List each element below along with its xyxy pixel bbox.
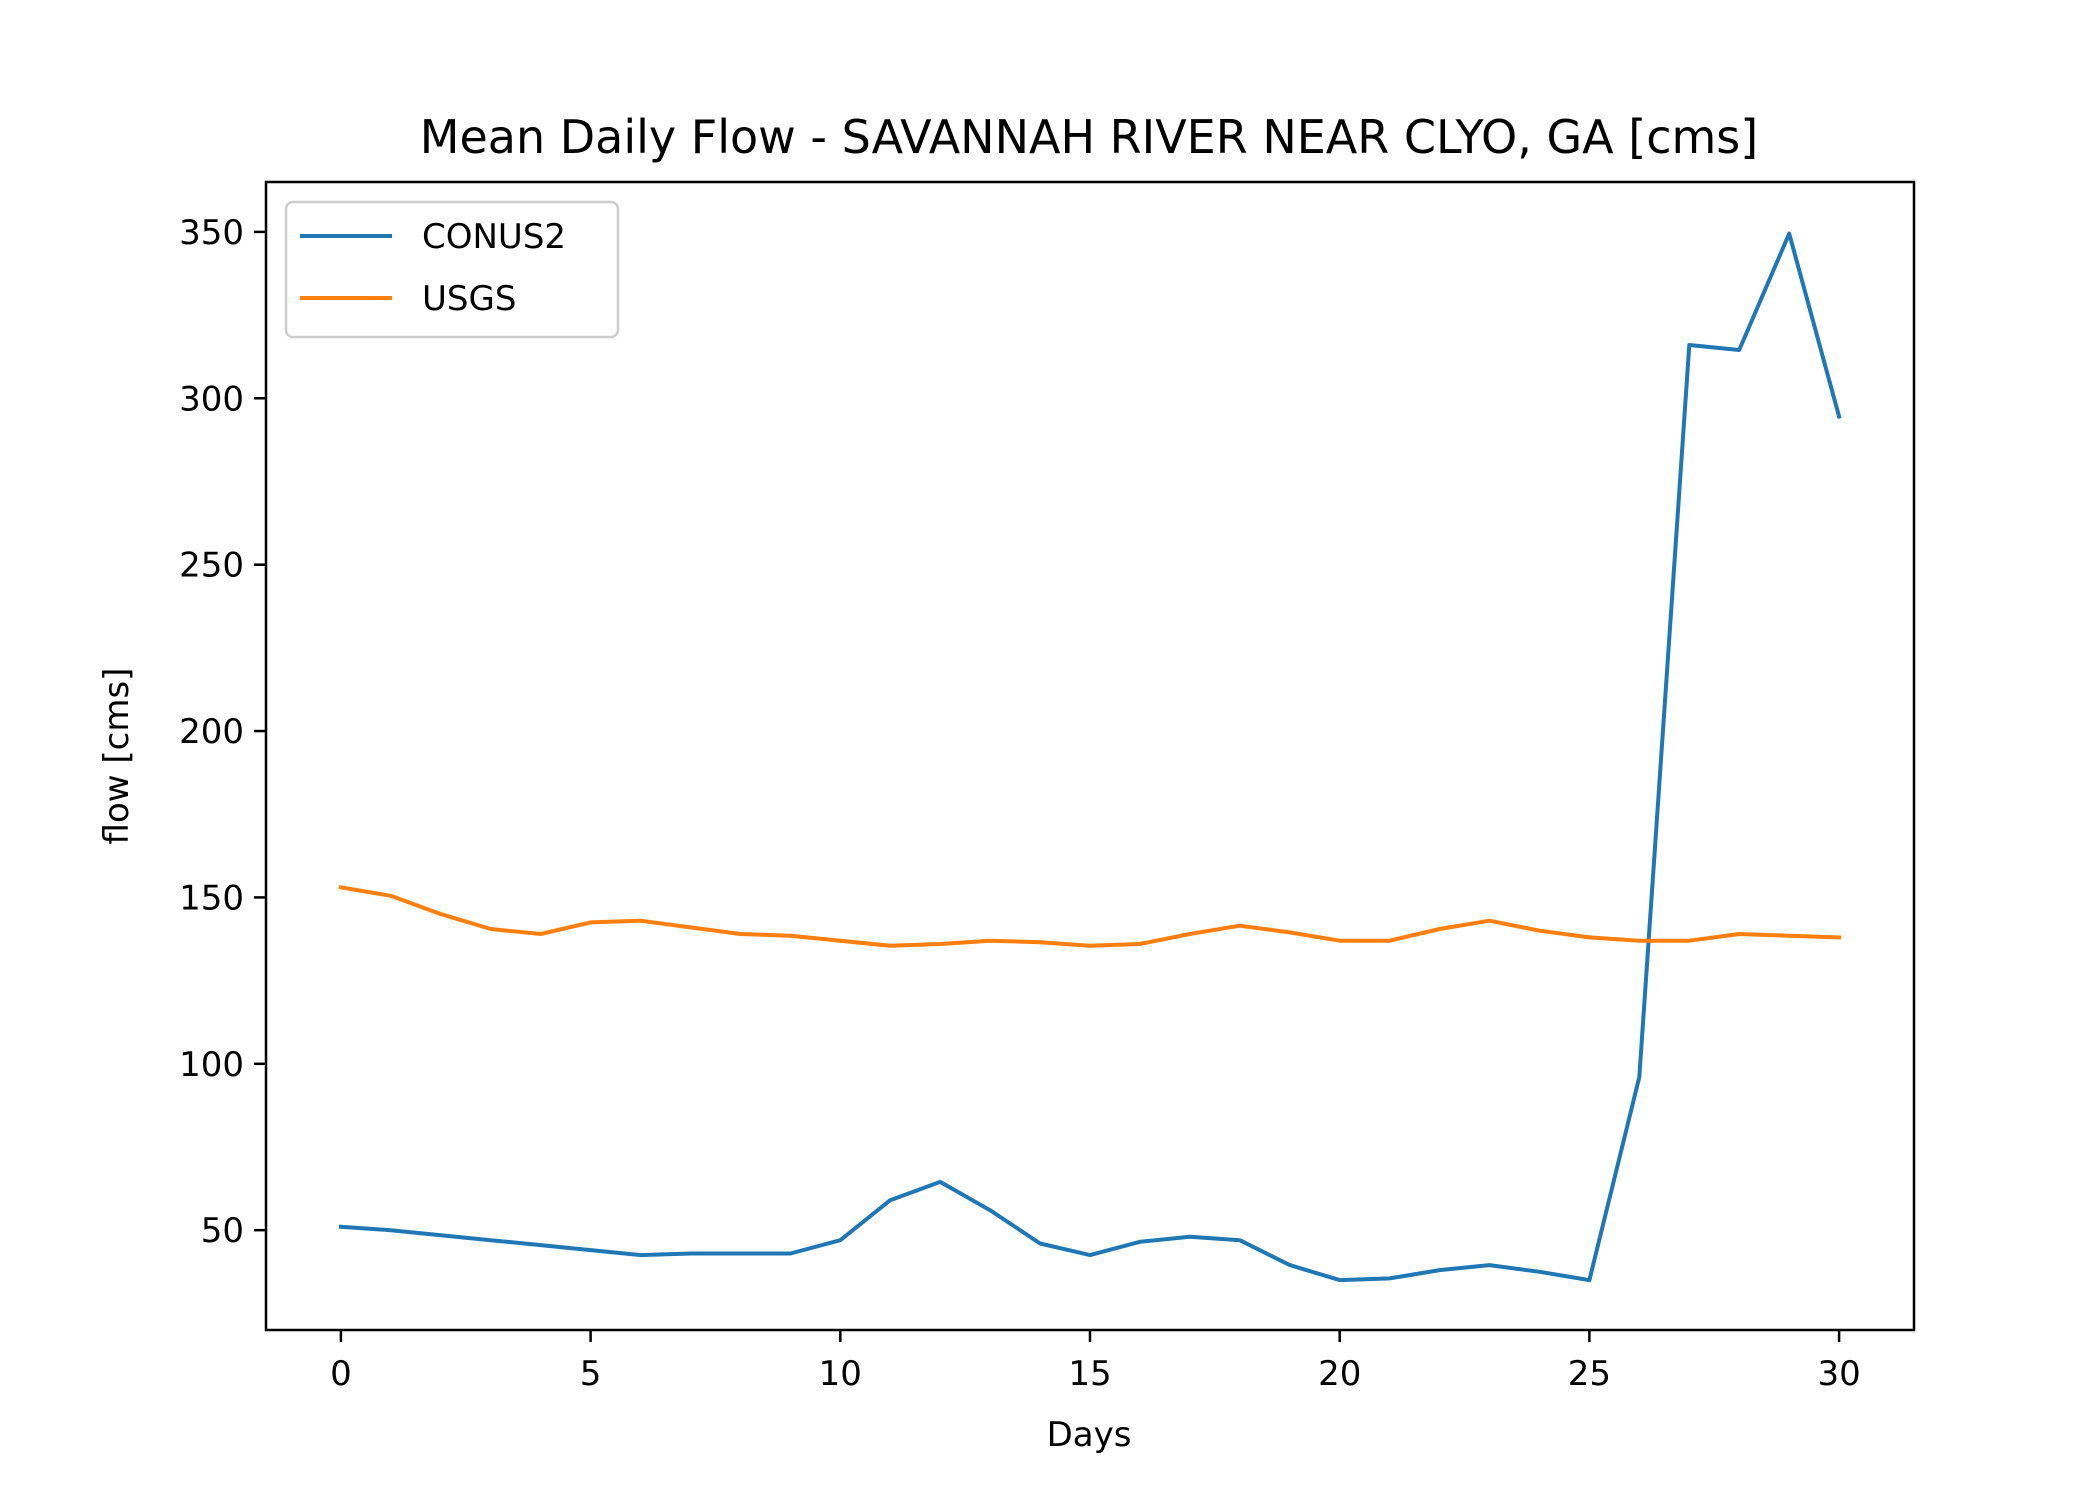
legend-label-usgs: USGS [422, 279, 516, 319]
y-tick-label: 250 [179, 546, 244, 586]
x-tick-label: 5 [580, 1354, 602, 1394]
x-tick-label: 25 [1568, 1354, 1611, 1394]
x-tick-label: 15 [1068, 1354, 1111, 1394]
legend-label-conus2: CONUS2 [422, 217, 566, 257]
y-axis-label: flow [cms] [97, 668, 137, 845]
y-tick-label: 200 [179, 712, 244, 752]
y-tick-label: 150 [179, 878, 244, 918]
x-axis-label: Days [1047, 1415, 1132, 1455]
x-tick-label: 10 [819, 1354, 862, 1394]
y-tick-label: 350 [179, 213, 244, 253]
x-tick-label: 0 [330, 1354, 352, 1394]
series-line-usgs [338, 885, 1842, 948]
series-layer [338, 231, 1842, 1283]
x-tick-label: 30 [1817, 1354, 1860, 1394]
x-axis: 0 5 10 15 20 25 30 [330, 1330, 1861, 1394]
y-tick-label: 300 [179, 379, 244, 419]
x-tick-label: 20 [1318, 1354, 1361, 1394]
series-line-conus2 [338, 231, 1842, 1283]
chart-title: Mean Daily Flow - SAVANNAH RIVER NEAR CL… [420, 110, 1758, 164]
y-tick-label: 100 [179, 1045, 244, 1085]
legend: CONUS2 USGS [284, 200, 620, 339]
y-axis: 50 100 150 200 250 300 350 [179, 213, 266, 1251]
y-tick-label: 50 [201, 1211, 244, 1251]
